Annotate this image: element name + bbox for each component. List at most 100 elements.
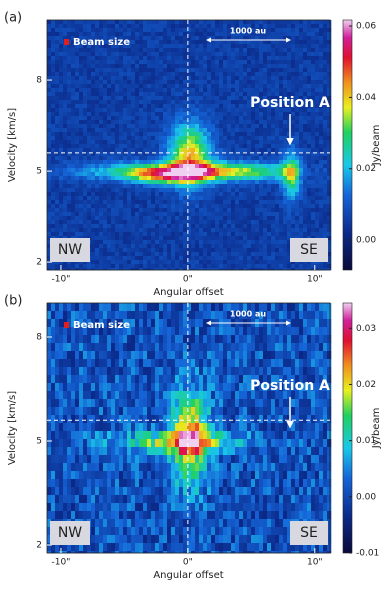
heatmap-cell [235, 232, 239, 236]
heatmap-cell [203, 224, 207, 228]
heatmap-cell [47, 220, 51, 224]
heatmap-cell [91, 204, 95, 208]
heatmap-cell [59, 64, 63, 68]
heatmap-cell [79, 68, 83, 72]
heatmap-cell [115, 156, 119, 160]
heatmap-cell [155, 48, 159, 52]
heatmap-cell [119, 204, 123, 208]
heatmap-cell [75, 188, 79, 192]
heatmap-cell [87, 92, 91, 96]
heatmap-cell [111, 84, 115, 88]
heatmap-cell [279, 164, 283, 168]
heatmap-cell [263, 192, 267, 196]
heatmap-cell [219, 200, 223, 204]
heatmap-cell [275, 124, 279, 128]
heatmap-cell [155, 52, 159, 56]
heatmap-cell [99, 303, 103, 311]
heatmap-cell [279, 116, 283, 120]
heatmap-cell [87, 228, 91, 232]
heatmap-cell [75, 176, 79, 180]
heatmap-cell [147, 136, 151, 140]
heatmap-cell [55, 156, 59, 160]
heatmap-cell [195, 244, 199, 248]
heatmap-cell [115, 212, 119, 216]
heatmap-cell [263, 120, 267, 124]
heatmap-cell [283, 52, 287, 56]
heatmap-cell [299, 32, 303, 36]
heatmap-cell [163, 32, 167, 36]
heatmap-cell [231, 124, 235, 128]
heatmap-cell [135, 56, 139, 60]
heatmap-cell [119, 84, 123, 88]
heatmap-cell [183, 220, 187, 224]
heatmap-cell [131, 88, 135, 92]
heatmap-cell [103, 160, 107, 164]
heatmap-cell [59, 112, 63, 116]
heatmap-cell [83, 204, 87, 208]
heatmap-cell [283, 160, 287, 164]
heatmap-cell [87, 208, 91, 212]
heatmap-cell [295, 68, 299, 72]
heatmap-cell [163, 148, 167, 152]
heatmap-cell [315, 140, 319, 144]
heatmap-cell [87, 128, 91, 132]
heatmap-cell [231, 104, 235, 108]
heatmap-cell [95, 232, 99, 236]
heatmap-cell [211, 40, 215, 44]
heatmap-cell [99, 128, 103, 132]
heatmap-cell [123, 144, 127, 148]
heatmap-cell [119, 68, 123, 72]
heatmap-cell [263, 44, 267, 48]
heatmap-cell [91, 160, 95, 164]
heatmap-cell [235, 335, 239, 343]
heatmap-cell [251, 196, 255, 200]
heatmap-cell [91, 220, 95, 224]
heatmap-cell [67, 200, 71, 204]
heatmap-cell [119, 248, 123, 252]
heatmap-cell [55, 335, 59, 343]
heatmap-cell [311, 24, 315, 28]
heatmap-cell [119, 132, 123, 136]
heatmap-cell [255, 196, 259, 200]
heatmap-cell [267, 224, 271, 228]
heatmap-cell [111, 264, 115, 268]
heatmap-cell [199, 335, 203, 343]
heatmap-cell [135, 224, 139, 228]
heatmap-cell [207, 200, 211, 204]
heatmap-cell [319, 212, 323, 216]
heatmap-cell [147, 204, 151, 208]
heatmap-cell [119, 220, 123, 224]
heatmap-cell [215, 68, 219, 72]
heatmap-cell [327, 200, 331, 204]
heatmap-cell [167, 52, 171, 56]
heatmap-cell [123, 192, 127, 196]
heatmap-cell [79, 188, 83, 192]
heatmap-cell [255, 64, 259, 68]
heatmap-cell [271, 168, 275, 172]
heatmap-cell [135, 176, 139, 180]
heatmap-cell [259, 48, 263, 52]
heatmap-cell [299, 112, 303, 116]
heatmap-cell [147, 351, 151, 359]
heatmap-cell [159, 128, 163, 132]
heatmap-cell [323, 160, 327, 164]
heatmap-cell [163, 56, 167, 60]
heatmap-cell [147, 180, 151, 184]
heatmap-cell [223, 311, 227, 319]
heatmap-cell [319, 180, 323, 184]
heatmap-cell [151, 92, 155, 96]
heatmap-cell [47, 68, 51, 72]
heatmap-cell [199, 220, 203, 224]
heatmap-cell [83, 112, 87, 116]
heatmap-cell [91, 236, 95, 240]
heatmap-cell [111, 28, 115, 32]
heatmap-cell [239, 116, 243, 120]
heatmap-cell [231, 64, 235, 68]
heatmap-cell [311, 228, 315, 232]
heatmap-cell [235, 20, 239, 24]
heatmap-cell [91, 216, 95, 220]
heatmap-cell [159, 176, 163, 180]
heatmap-cell [219, 232, 223, 236]
heatmap-cell [131, 252, 135, 256]
heatmap-cell [55, 224, 59, 228]
